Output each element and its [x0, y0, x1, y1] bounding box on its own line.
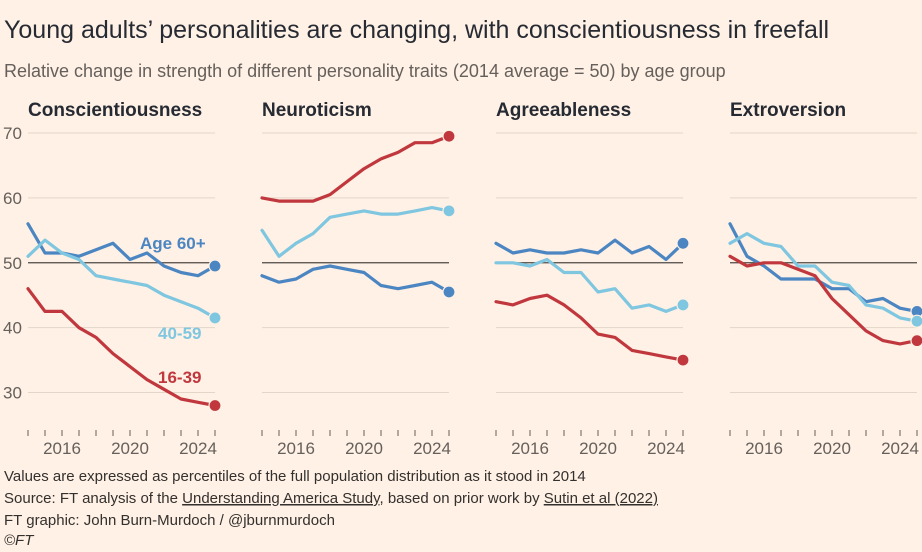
y-axis-labels: 30 40 50 60 70 [3, 124, 22, 403]
panel-title: Conscientiousness [28, 100, 202, 121]
series-end-dot-age-16-39 [208, 398, 222, 413]
footnotes: Values are expressed as percentiles of t… [4, 468, 658, 549]
x-tick-label: 2020 [111, 439, 149, 458]
series-line-age-16-39 [26, 287, 217, 408]
x-tick-label: 2016 [43, 439, 81, 458]
x-tick-label: 2016 [277, 439, 315, 458]
series-end-dot-age-16-39 [676, 353, 690, 367]
x-tick-label: 2020 [345, 439, 383, 458]
x-tick-label: 2016 [511, 439, 549, 458]
series-end-dot-age-40-59 [910, 314, 922, 328]
series-end-dot-age-40-59 [442, 204, 456, 218]
series-line-age-60-plus [728, 222, 919, 313]
chart-title: Young adults’ personalities are changing… [4, 16, 829, 44]
series-line-age-60-plus [260, 264, 451, 294]
series-end-dot-age-16-39 [910, 334, 922, 348]
footnote-percentiles: Values are expressed as percentiles of t… [4, 468, 586, 485]
x-tick-label: 2020 [579, 439, 617, 458]
x-tick-label: 2024 [179, 439, 217, 458]
series-line-age-60-plus [26, 222, 217, 278]
x-tick-label: 2020 [813, 439, 851, 458]
series-end-dot-age-40-59 [676, 298, 690, 312]
series-line-age-16-39 [494, 293, 685, 362]
y-tick-label: 70 [3, 124, 22, 143]
x-tick-label: 2016 [745, 439, 783, 458]
panel-neuroticism: Neuroticism 2016 2020 2024 [260, 100, 456, 458]
series-line-age-40-59 [260, 206, 451, 258]
panel-title: Extroversion [730, 100, 846, 121]
series-line-age-60-plus [494, 238, 685, 262]
series-end-dot-age-16-39 [442, 129, 456, 143]
series-label-age-16-39: 16-39 [158, 368, 201, 387]
y-tick-label: 60 [3, 189, 22, 208]
panel-agreeableness: Agreeableness 2016 2020 2024 [494, 100, 690, 458]
source-link-uas[interactable]: Understanding America Study [182, 490, 381, 507]
series-line-age-40-59 [26, 238, 217, 320]
series-line-age-40-59 [494, 257, 685, 313]
panels: Conscientiousness 2016 2020 2024 Age 60+ 40-5… [26, 100, 922, 458]
x-tick-label: 2024 [881, 439, 919, 458]
y-tick-label: 30 [3, 384, 22, 403]
series-end-dot-age-60-plus [442, 285, 456, 299]
panel-extroversion: Extroversion 2016 2020 2024 [728, 100, 922, 458]
source-prefix: Source: FT analysis of the [4, 490, 182, 507]
series-line-age-40-59 [728, 232, 919, 323]
series-end-dot-age-60-plus [676, 236, 690, 250]
chart-subtitle: Relative change in strength of different… [4, 61, 726, 81]
x-tick-label: 2024 [647, 439, 685, 458]
y-tick-label: 40 [3, 319, 22, 338]
panel-title: Agreeableness [496, 100, 631, 121]
source-mid: , based on prior work by [379, 490, 543, 507]
x-tick-label: 2024 [413, 439, 451, 458]
panel-title: Neuroticism [262, 100, 372, 121]
source-link-sutin[interactable]: Sutin et al (2022) [544, 490, 658, 507]
series-label-age-60-plus: Age 60+ [140, 234, 206, 253]
footnote-graphic-credit: FT graphic: John Burn-Murdoch / @jburnmu… [4, 512, 335, 529]
series-end-dot-age-40-59 [208, 311, 222, 325]
series-end-dot-age-60-plus [208, 259, 222, 273]
footnote-source: Source: FT analysis of the Understanding… [4, 490, 658, 507]
series-line-age-16-39 [728, 254, 919, 346]
series-label-age-40-59: 40-59 [158, 324, 201, 343]
series-line-age-16-39 [260, 134, 451, 203]
panel-conscientiousness: Conscientiousness 2016 2020 2024 Age 60+ 40-5… [26, 100, 222, 458]
y-tick-label: 50 [3, 254, 22, 273]
footnote-copyright: ©FT [4, 532, 35, 549]
